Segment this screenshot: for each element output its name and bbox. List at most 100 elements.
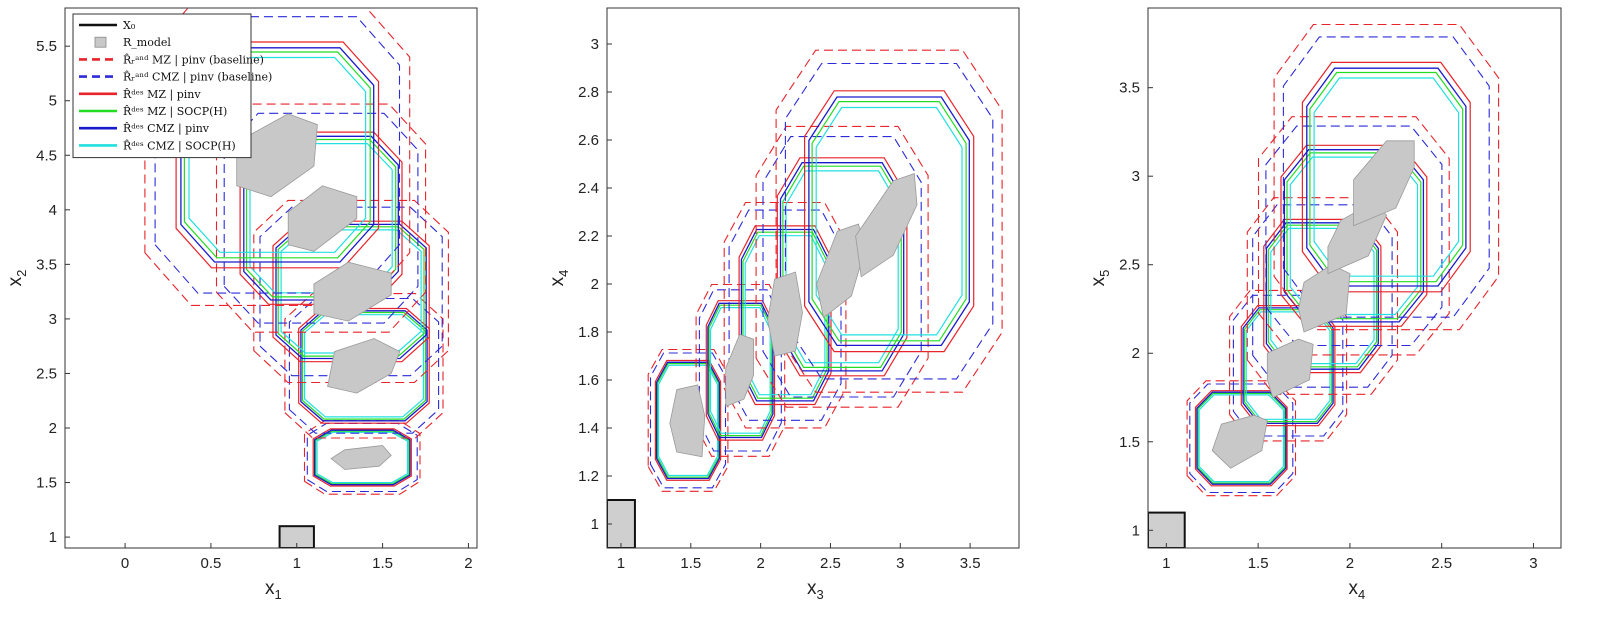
y-tick-label: 1.5 bbox=[36, 475, 57, 492]
y-tick-label: 4 bbox=[49, 202, 57, 219]
axes-box bbox=[1147, 7, 1562, 549]
y-tick-label: 1 bbox=[49, 529, 57, 546]
reach-set-mzSocp-step-1 bbox=[656, 363, 720, 478]
y-tick-label: 3.5 bbox=[1119, 80, 1140, 97]
model-region-step-1 bbox=[669, 384, 706, 458]
reach-set-mzRand-step-4 bbox=[755, 125, 929, 408]
svg-text:R̂ᵈᵉˢ CMZ | SOCP(H): R̂ᵈᵉˢ CMZ | SOCP(H) bbox=[123, 139, 236, 153]
reach-set-mzPinv-step-5 bbox=[1301, 61, 1471, 293]
reach-set-mzRand-step-2 bbox=[284, 293, 444, 439]
x-tick-label: 2 bbox=[464, 555, 472, 572]
legend-item-cmz-rand-pinv: R̂ᵣᵃⁿᵈ CMZ | pinv (baseline) bbox=[79, 71, 272, 85]
legend-item-initial-set: X₀ bbox=[79, 19, 136, 32]
reach-set-mzPinv-step-1 bbox=[654, 359, 722, 481]
model-region-step-2 bbox=[327, 338, 401, 394]
reach-set-mzRand-step-5 bbox=[775, 49, 1003, 393]
x-ticks-x1: 0 0.5 1 1.5 2 bbox=[121, 543, 473, 572]
reach-set-cmzRand-step-1 bbox=[1189, 383, 1294, 494]
panel-x4-x5: 1 1.5 2 2.5 3 1 1.5 2 2.5 3 3.5 x4 x5 bbox=[1088, 7, 1562, 602]
reach-set-mzRand-step-5 bbox=[144, 8, 411, 306]
reach-set-mzSocp-step-2 bbox=[301, 311, 427, 420]
model-region-step-2 bbox=[725, 333, 754, 407]
y-axis-label-x5: x5 bbox=[1088, 270, 1112, 287]
model-region-step-4 bbox=[816, 223, 866, 319]
y-tick-label: 1.6 bbox=[578, 372, 599, 389]
panel-x1-x2: 0 0.5 1 1.5 2 1 1.5 2 2.5 3 3.5 4 4.5 5 5.5 x1 x2 bbox=[5, 7, 478, 602]
reach-set-cmzSocp-step-5 bbox=[815, 106, 963, 336]
reach-set-cmzRand-step-2 bbox=[1232, 294, 1344, 437]
svg-text:R̂ᵣᵃⁿᵈ CMZ | pinv (baseline): R̂ᵣᵃⁿᵈ CMZ | pinv (baseline) bbox=[123, 71, 272, 85]
model-region-step-3 bbox=[767, 271, 803, 357]
panel-x3-x4: 1 1.5 2 2.5 3 3.5 1 1.2 1.4 1.6 1.8 2 2.2 2.4 2.6 2.8 3… bbox=[547, 7, 1020, 602]
reach-set-mzSocp-step-5 bbox=[1309, 71, 1464, 283]
axes-box bbox=[606, 7, 1020, 549]
axes-box bbox=[64, 7, 478, 549]
y-tick-label: 1 bbox=[591, 516, 599, 533]
svg-text:X₀: X₀ bbox=[123, 19, 136, 32]
legend-item-model-region: R_model bbox=[94, 36, 171, 49]
reach-set-cmzPinv-step-1 bbox=[313, 429, 411, 486]
reach-set-cmzRand-step-2 bbox=[698, 289, 782, 452]
reach-set-cmzRand-step-4 bbox=[1265, 125, 1443, 347]
y-tick-label: 2 bbox=[591, 276, 599, 293]
reach-set-cmzRand-step-4 bbox=[223, 112, 419, 324]
x-tick-label: 3 bbox=[896, 555, 904, 572]
y-tick-label: 2.5 bbox=[1119, 257, 1140, 274]
y-tick-label: 2.2 bbox=[578, 228, 599, 245]
axes-frame-x4-x5 bbox=[1147, 7, 1562, 549]
y-tick-label: 4.5 bbox=[36, 147, 57, 164]
y-tick-label: 1 bbox=[1132, 522, 1140, 539]
y-tick-label: 3.5 bbox=[36, 256, 57, 273]
model-region-step-3 bbox=[313, 261, 392, 322]
x-tick-label: 3.5 bbox=[960, 555, 981, 572]
reach-set-mzPinv-step-5 bbox=[804, 90, 975, 353]
reach-set-mzSocp-step-1 bbox=[1197, 392, 1286, 484]
legend: X₀ R_model R̂ᵣᵃⁿᵈ MZ | pinv (baseline) R… bbox=[72, 13, 272, 159]
axes-frame-x3-x4 bbox=[606, 7, 1020, 549]
reach-set-cmzRand-step-5 bbox=[1282, 36, 1490, 318]
y-tick-label: 2.5 bbox=[36, 365, 57, 382]
initial-set-box bbox=[1148, 511, 1186, 548]
y-tick-label: 2 bbox=[1132, 345, 1140, 362]
reach-set-cmzSocp-step-1 bbox=[1198, 394, 1285, 483]
y-axis-label-x4: x4 bbox=[547, 270, 571, 287]
reach-set-cmzRand-step-4 bbox=[762, 136, 922, 398]
y-tick-label: 3 bbox=[49, 311, 57, 328]
x-tick-label: 1.5 bbox=[680, 555, 701, 572]
x-tick-label: 1 bbox=[1162, 555, 1170, 572]
x-axis-label-x4: x4 bbox=[1349, 578, 1366, 602]
y-tick-label: 1.4 bbox=[578, 420, 599, 437]
reach-set-mzRand-step-2 bbox=[695, 283, 786, 457]
plot-area-x4-x5 bbox=[1148, 23, 1500, 548]
initial-set-box bbox=[278, 525, 315, 548]
model-region-step-1 bbox=[1211, 414, 1268, 469]
reach-set-cmzPinv-step-5 bbox=[1306, 67, 1467, 287]
legend-item-mz-des-socp: R̂ᵈᵉˢ MZ | SOCP(H) bbox=[79, 105, 227, 119]
svg-text:R_model: R_model bbox=[123, 36, 171, 49]
reach-set-mzSocp-step-5 bbox=[811, 101, 967, 342]
x-ticks-x4: 1 1.5 2 2.5 3 bbox=[1162, 543, 1538, 572]
y-tick-label: 2 bbox=[49, 420, 57, 437]
reach-set-mzPinv-step-1 bbox=[312, 428, 412, 487]
reach-set-cmzRand-step-5 bbox=[784, 62, 994, 380]
model-region-step-2 bbox=[1266, 338, 1314, 399]
reach-set-mzRand-step-3 bbox=[1246, 197, 1399, 395]
y-tick-label: 2.6 bbox=[578, 132, 599, 149]
y-tick-label: 3 bbox=[1132, 168, 1140, 185]
x-tick-label: 2 bbox=[1346, 555, 1354, 572]
x-tick-label: 0.5 bbox=[200, 555, 221, 572]
reach-set-mzPinv-step-4 bbox=[1280, 144, 1428, 327]
reach-set-cmzSocp-step-2 bbox=[1245, 311, 1331, 420]
x-tick-label: 0 bbox=[121, 555, 129, 572]
x-tick-label: 2.5 bbox=[1431, 555, 1452, 572]
plot-area-x3-x4 bbox=[607, 49, 1003, 548]
reach-set-cmzRand-step-3 bbox=[259, 206, 443, 377]
svg-text:R̂ᵈᵉˢ MZ | pinv: R̂ᵈᵉˢ MZ | pinv bbox=[123, 88, 201, 102]
x-ticks-x3: 1 1.5 2 2.5 3 3.5 bbox=[617, 543, 981, 572]
y-tick-label: 5 bbox=[49, 93, 57, 110]
legend-item-cmz-des-pinv: R̂ᵈᵉˢ CMZ | pinv bbox=[79, 122, 210, 136]
x-tick-label: 3 bbox=[1529, 555, 1537, 572]
reach-set-mzRand-step-1 bbox=[1186, 380, 1297, 497]
plot-area-x1-x2 bbox=[144, 8, 449, 548]
